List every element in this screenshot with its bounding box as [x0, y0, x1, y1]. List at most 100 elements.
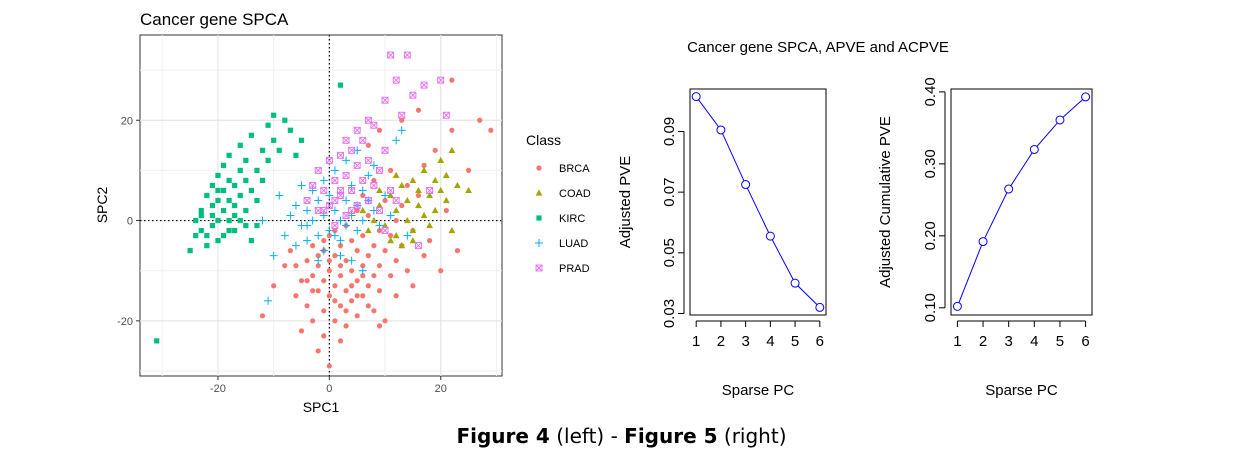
point-brca — [365, 212, 371, 219]
point-prad-d2 — [442, 111, 450, 119]
cpve-point — [978, 237, 988, 247]
pve-x-tick-label: 6 — [816, 333, 824, 350]
point-coad — [409, 237, 417, 244]
point-brca — [354, 278, 360, 284]
point-prad — [303, 197, 311, 204]
point-prad-box — [337, 151, 344, 159]
point-prad-box — [420, 81, 428, 89]
point-prad-box — [303, 197, 311, 204]
point-coad — [448, 226, 456, 234]
cpve-plot-box — [950, 88, 1093, 316]
pve-series-line — [695, 96, 821, 308]
point-brca — [371, 243, 377, 249]
scatter-title: Cancer gene SPCA — [140, 10, 289, 29]
point-kirc — [254, 222, 260, 229]
point-prad-box — [442, 111, 450, 119]
point-brca — [321, 308, 327, 314]
pve-y-tick-label: 0.05 — [661, 238, 678, 267]
point-prad-d2 — [359, 177, 367, 184]
point-prad — [331, 197, 339, 204]
point-prad — [364, 197, 372, 204]
point-coad — [370, 216, 378, 224]
point-coad — [409, 226, 417, 234]
spca-scatter-chart: Cancer gene SPCA -20 0 20 -20 0 20 SPC1 SPC2… — [94, 10, 591, 415]
point-luad — [392, 136, 401, 145]
point-brca — [304, 258, 310, 264]
point-prad — [353, 161, 361, 169]
point-kirc — [243, 177, 249, 184]
point-brca — [376, 323, 383, 329]
point-luad — [319, 211, 328, 220]
cpve-x-tick-label: 5 — [1056, 333, 1064, 350]
point-brca — [404, 182, 410, 189]
pve-x-tick-label: 1 — [692, 333, 700, 350]
point-prad-d2 — [348, 147, 355, 154]
point-kirc — [198, 227, 204, 234]
point-brca — [360, 293, 366, 299]
point-prad-box — [337, 192, 344, 199]
point-coad — [387, 191, 395, 199]
point-luad — [275, 191, 284, 200]
point-luad — [364, 171, 373, 180]
cpve-point — [952, 301, 962, 311]
point-coad — [442, 196, 450, 204]
point-prad — [325, 202, 333, 209]
point-prad-box — [348, 207, 356, 214]
point-luad — [330, 231, 339, 240]
point-prad-box — [392, 197, 400, 204]
point-prad — [442, 111, 450, 119]
point-prad — [359, 176, 367, 184]
legend-key-prad-d2 — [535, 264, 543, 272]
point-prad-box — [353, 202, 361, 209]
point-coad — [426, 191, 433, 199]
point-prad — [392, 76, 400, 84]
point-kirc — [243, 157, 249, 163]
pve-point — [765, 231, 775, 241]
point-brca — [332, 227, 338, 234]
point-brca — [304, 303, 310, 309]
point-brca — [337, 263, 344, 269]
point-coad — [376, 201, 383, 209]
point-prad-d2 — [409, 91, 417, 99]
point-prad — [420, 81, 428, 89]
point-luad — [264, 296, 273, 305]
caption-figure5: Figure 5 — [624, 424, 718, 448]
point-prad-d2 — [353, 162, 361, 169]
point-luad — [358, 216, 367, 225]
point-brca — [393, 293, 399, 299]
point-brca — [310, 288, 316, 294]
point-luad — [291, 241, 300, 250]
point-kirc — [293, 152, 299, 158]
point-brca — [287, 248, 293, 254]
point-kirc — [220, 207, 227, 214]
point-brca — [326, 363, 332, 369]
point-kirc — [259, 177, 266, 184]
point-kirc — [204, 232, 210, 239]
point-prad-box — [325, 156, 333, 164]
point-prad-d2 — [365, 197, 372, 204]
point-coad — [465, 186, 472, 194]
point-kirc — [220, 232, 227, 239]
scatter-y-tick-label: -20 — [117, 316, 133, 328]
point-prad-box — [353, 126, 361, 134]
point-kirc — [204, 192, 210, 199]
point-coad — [403, 196, 411, 204]
point-prad — [364, 116, 372, 124]
point-coad — [437, 186, 445, 194]
point-kirc — [215, 238, 221, 244]
point-prad — [331, 222, 339, 230]
point-prad-box — [376, 166, 383, 174]
point-prad — [342, 212, 350, 219]
legend-title: Class — [526, 132, 561, 148]
point-prad-d2 — [392, 197, 400, 204]
point-kirc — [237, 217, 243, 224]
point-kirc — [198, 212, 204, 219]
point-brca — [304, 278, 310, 284]
point-prad — [325, 156, 333, 164]
point-prad-box — [320, 207, 328, 214]
point-brca — [332, 283, 338, 289]
point-coad — [431, 176, 439, 184]
point-brca — [410, 283, 416, 289]
point-brca — [388, 167, 394, 173]
